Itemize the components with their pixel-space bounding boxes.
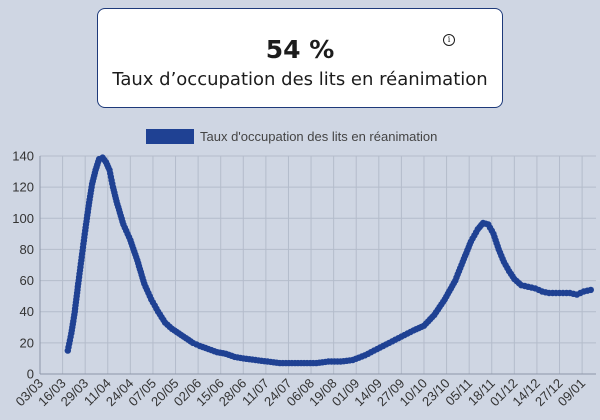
y-tick-label: 20	[20, 335, 34, 350]
y-tick-label: 100	[12, 211, 34, 226]
y-tick-label: 60	[20, 273, 34, 288]
line-chart: Taux d'occupation des lits en réanimatio…	[12, 129, 596, 410]
data-point	[587, 286, 594, 294]
y-tick-label: 0	[27, 367, 34, 382]
grid	[39, 155, 596, 375]
series-line	[66, 156, 592, 365]
x-axis-ticks: 03/0316/0329/0311/0424/0407/0520/0502/06…	[13, 376, 589, 410]
legend-swatch	[146, 129, 194, 144]
axes	[39, 156, 596, 375]
kpi-card: 54 % i Taux d’occupation des lits en réa…	[97, 8, 503, 108]
y-tick-label: 120	[12, 180, 34, 195]
kpi-label: Taux d’occupation des lits en réanimatio…	[112, 69, 488, 90]
y-tick-label: 140	[12, 149, 34, 164]
legend-label: Taux d'occupation des lits en réanimatio…	[200, 129, 437, 144]
info-icon[interactable]: i	[443, 34, 455, 46]
y-tick-label: 40	[20, 304, 34, 319]
kpi-value: 54 %	[265, 35, 335, 64]
y-tick-label: 80	[20, 242, 34, 257]
y-axis-ticks: 0 20 40 60 80 100 120 140	[12, 149, 34, 382]
series-layer	[64, 154, 594, 367]
